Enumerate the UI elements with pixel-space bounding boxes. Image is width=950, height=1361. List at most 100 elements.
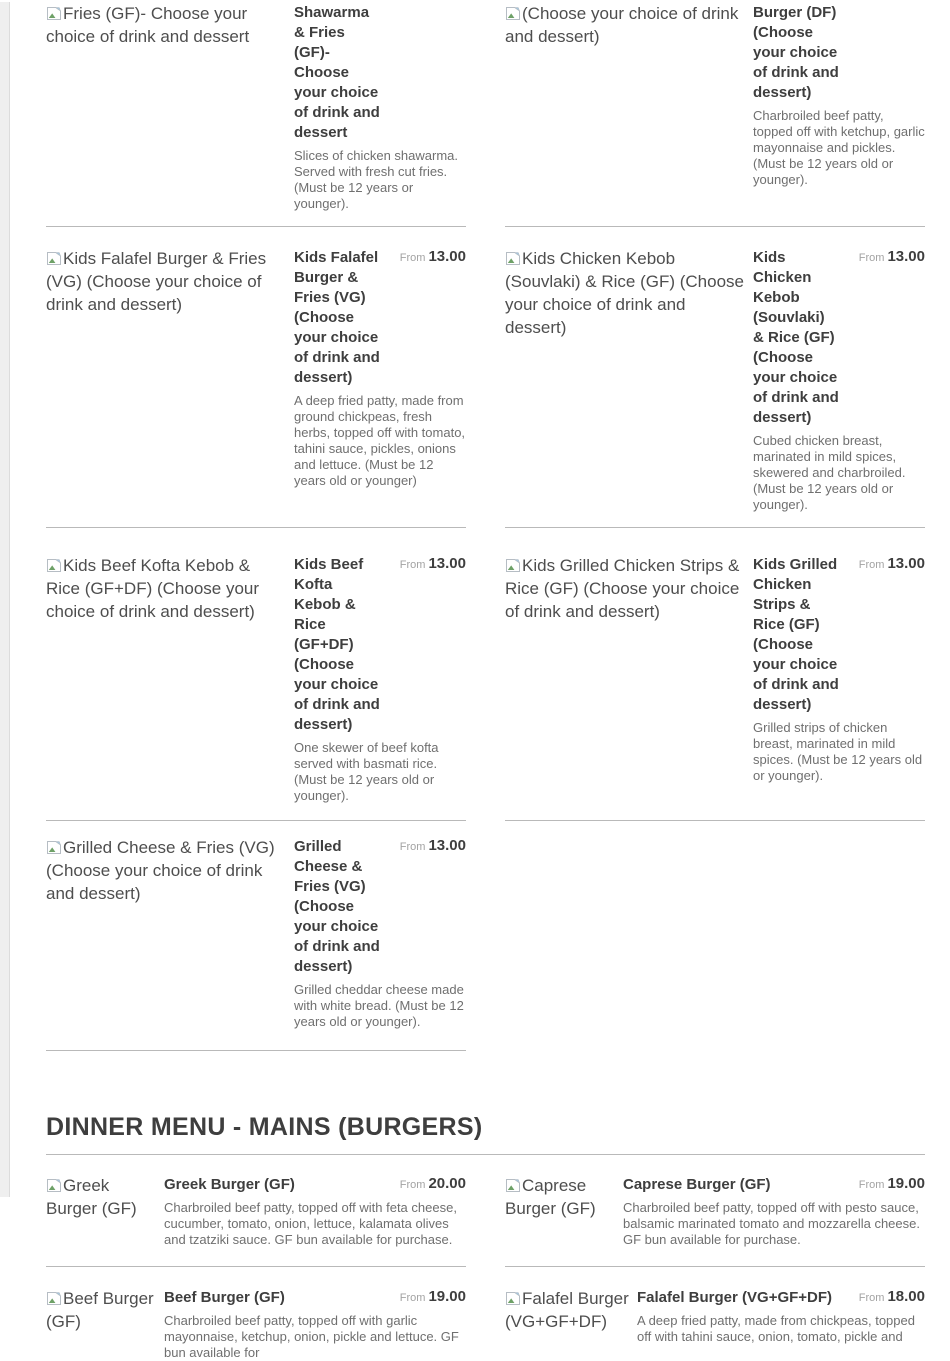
item-description: Grilled cheddar cheese made with white b… [294,982,464,1029]
item-description: Charbroiled beef patty, topped off with … [164,1313,459,1360]
price-amount: 13.00 [887,248,925,265]
item-price: From 13.00 [400,837,466,855]
item-title[interactable]: Burger (DF) (Choose your choice of drink… [753,4,839,101]
item-image-broken[interactable]: Beef Burger (GF) [46,1287,158,1333]
item-image-alt-text: Fries (GF)- Choose your choice of drink … [46,4,250,46]
price-from-label: From [858,559,885,571]
broken-image-icon [47,1179,61,1192]
menu-row: Kids Beef Kofta Kebob & Rice (GF+DF) (Ch… [46,554,925,821]
item-title[interactable]: Kids Chicken Kebob (Souvlaki) & Rice (GF… [753,249,839,426]
menu-item-beef-burger: Beef Burger (GF) From 19.00 Beef Burger (… [46,1287,466,1361]
price-amount: 13.00 [428,555,466,572]
menu-item-caprese-burger: Caprese Burger (GF) From 19.00 Caprese Bu… [505,1174,925,1267]
menu-row: Greek Burger (GF) From 20.00 Greek Burger… [46,1174,925,1267]
item-image-broken[interactable]: Kids Beef Kofta Kebob & Rice (GF+DF) (Ch… [46,554,286,623]
item-image-alt-text: Falafel Burger (VG+GF+DF) [505,1289,629,1331]
menu-item-kids-falafel-burger: Kids Falafel Burger & Fries (VG) (Choose… [46,247,466,528]
item-description: A deep fried patty, made from ground chi… [294,393,466,488]
price-amount: 19.00 [428,1288,466,1305]
item-price: From 18.00 [859,1288,925,1306]
menu-row: Beef Burger (GF) From 19.00 Beef Burger (… [46,1287,925,1361]
menu-item-greek-burger: Greek Burger (GF) From 20.00 Greek Burger… [46,1174,466,1267]
item-image-alt-text: Beef Burger (GF) [46,1289,154,1331]
price-amount: 20.00 [428,1175,466,1192]
item-image-alt-text: Kids Chicken Kebob (Souvlaki) & Rice (GF… [505,249,745,337]
item-image-broken[interactable]: (Choose your choice of drink and dessert… [505,2,745,48]
item-title[interactable]: Shawarma & Fries (GF)- Choose your choic… [294,4,380,141]
item-price: From 20.00 [400,1175,466,1193]
item-image-broken[interactable]: Fries (GF)- Choose your choice of drink … [46,2,286,48]
item-description: Slices of chicken shawarma. Served with … [294,148,459,211]
item-image-broken[interactable]: Falafel Burger (VG+GF+DF) [505,1287,631,1333]
item-price: From 13.00 [400,555,466,573]
item-image-alt-text: Kids Grilled Chicken Strips & Rice (GF) … [505,556,740,621]
menu-item-falafel-burger: Falafel Burger (VG+GF+DF) From 18.00 Fala… [505,1287,925,1361]
item-image-broken[interactable]: Kids Falafel Burger & Fries (VG) (Choose… [46,247,286,316]
item-description: Charbroiled beef patty, topped off with … [753,108,925,187]
item-title[interactable]: Greek Burger (GF) [164,1176,295,1193]
item-price: From 19.00 [859,1175,925,1193]
item-title[interactable]: Falafel Burger (VG+GF+DF) [637,1289,833,1306]
item-image-broken[interactable]: Grilled Cheese & Fries (VG) (Choose your… [46,836,286,905]
item-image-broken[interactable]: Kids Chicken Kebob (Souvlaki) & Rice (GF… [505,247,745,339]
page-left-gutter [0,2,10,1197]
menu-item-kids-beef-burger: (Choose your choice of drink and dessert… [505,2,925,227]
broken-image-icon [47,1292,61,1305]
price-from-label: From [858,1292,885,1304]
item-title[interactable]: Kids Grilled Chicken Strips & Rice (GF) … [753,556,839,713]
broken-image-icon [506,559,520,572]
menu-row: Fries (GF)- Choose your choice of drink … [46,2,925,227]
item-title[interactable]: Beef Burger (GF) [164,1289,285,1306]
menu-item-kids-chicken-strips: Kids Grilled Chicken Strips & Rice (GF) … [505,554,925,821]
price-from-label: From [399,559,426,571]
menu-item-kids-beef-kofta: Kids Beef Kofta Kebob & Rice (GF+DF) (Ch… [46,554,466,821]
broken-image-icon [47,252,61,265]
item-title[interactable]: Caprese Burger (GF) [623,1176,771,1193]
item-price: From 13.00 [859,248,925,266]
item-image-broken[interactable]: Greek Burger (GF) [46,1174,158,1220]
item-price: From 13.00 [859,555,925,573]
item-image-alt-text: Grilled Cheese & Fries (VG) (Choose your… [46,838,275,903]
item-description: Charbroiled beef patty, topped off with … [623,1200,920,1247]
broken-image-icon [506,252,520,265]
price-amount: 13.00 [428,837,466,854]
price-from-label: From [399,1179,426,1191]
item-image-broken[interactable]: Caprese Burger (GF) [505,1174,617,1220]
item-title[interactable]: Kids Falafel Burger & Fries (VG) (Choose… [294,249,380,386]
menu-item-kids-chicken-kebob: Kids Chicken Kebob (Souvlaki) & Rice (GF… [505,247,925,528]
price-amount: 18.00 [887,1288,925,1305]
broken-image-icon [47,559,61,572]
item-title[interactable]: Grilled Cheese & Fries (VG) (Choose your… [294,838,380,975]
menu-item-grilled-cheese: Grilled Cheese & Fries (VG) (Choose your… [46,836,466,1051]
price-from-label: From [399,252,426,264]
item-image-alt-text: (Choose your choice of drink and dessert… [505,4,739,46]
price-from-label: From [858,252,885,264]
broken-image-icon [506,1292,520,1305]
price-from-label: From [858,1179,885,1191]
menu-item-shawarma-fries: Fries (GF)- Choose your choice of drink … [46,2,466,227]
empty-cell [505,836,925,1051]
item-image-alt-text: Kids Falafel Burger & Fries (VG) (Choose… [46,249,267,314]
price-from-label: From [399,841,426,853]
section-header: DINNER MENU - MAINS (BURGERS) [46,1113,925,1155]
item-title[interactable]: Kids Beef Kofta Kebob & Rice (GF+DF) (Ch… [294,556,380,733]
item-image-alt-text: Kids Beef Kofta Kebob & Rice (GF+DF) (Ch… [46,556,260,621]
menu-row: Grilled Cheese & Fries (VG) (Choose your… [46,836,925,1051]
broken-image-icon [47,841,61,854]
price-amount: 13.00 [428,248,466,265]
item-description: Charbroiled beef patty, topped off with … [164,1200,457,1247]
item-price: From 13.00 [400,248,466,266]
menu-content: Fries (GF)- Choose your choice of drink … [46,2,925,1361]
menu-row: Kids Falafel Burger & Fries (VG) (Choose… [46,247,925,528]
price-from-label: From [399,1292,426,1304]
price-amount: 13.00 [887,555,925,572]
item-description: A deep fried patty, made from chickpeas,… [637,1313,915,1344]
broken-image-icon [47,7,61,20]
item-description: One skewer of beef kofta served with bas… [294,740,439,803]
broken-image-icon [506,1179,520,1192]
item-image-broken[interactable]: Kids Grilled Chicken Strips & Rice (GF) … [505,554,745,623]
price-amount: 19.00 [887,1175,925,1192]
section-heading: DINNER MENU - MAINS (BURGERS) [46,1113,483,1141]
broken-image-icon [506,7,520,20]
item-description: Cubed chicken breast, marinated in mild … [753,433,906,512]
